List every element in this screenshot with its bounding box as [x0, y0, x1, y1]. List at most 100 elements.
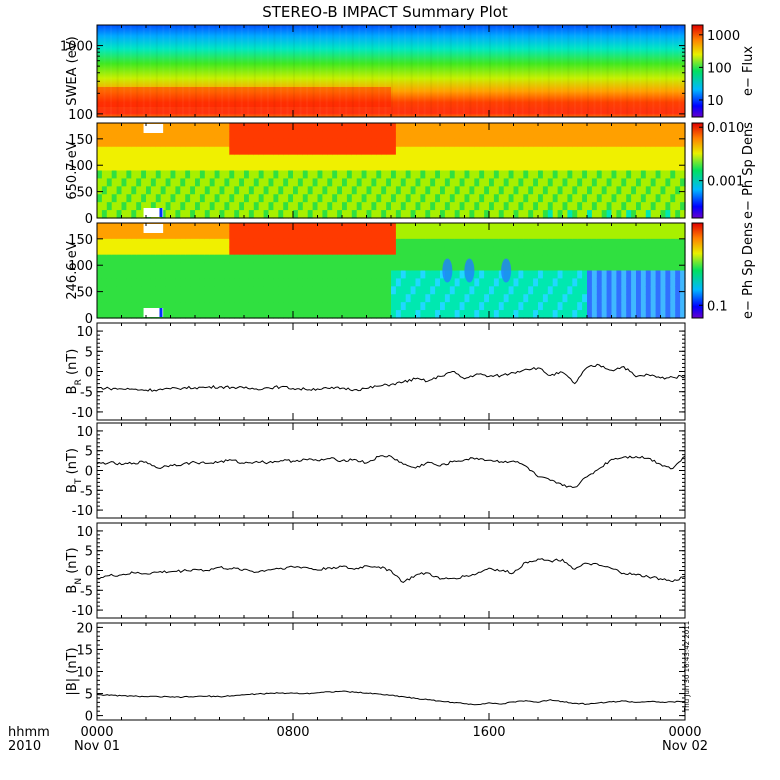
pad-cell: [160, 230, 167, 240]
pad-cell: [204, 246, 211, 256]
pad-cell: [165, 254, 172, 264]
pad-cell: [503, 154, 510, 164]
swea-streak: [351, 25, 354, 117]
pad-cell: [219, 146, 225, 156]
pad-cell: [611, 238, 617, 248]
pad-cell: [621, 278, 627, 287]
pad-cell: [547, 302, 554, 311]
pad-cell: [288, 310, 294, 319]
pad-cell: [253, 130, 260, 140]
pad-cell: [675, 146, 681, 156]
pad-cell: [645, 254, 652, 264]
pad-cell: [214, 194, 221, 203]
pad-cell: [660, 186, 666, 195]
pad-cell: [611, 202, 617, 211]
pad-cell: [366, 146, 372, 156]
pad-cell: [199, 170, 206, 180]
pad-cell: [239, 202, 245, 211]
pad-cell: [121, 194, 127, 203]
pad-cell: [587, 294, 593, 303]
pad-cell: [180, 302, 186, 311]
y-tick-label: 50: [76, 286, 93, 301]
pad-cell: [190, 286, 196, 295]
pad-cell: [562, 123, 568, 132]
pad-cell: [640, 130, 647, 140]
pad-cell: [410, 130, 417, 140]
pad-cell: [136, 123, 142, 132]
pad-cell: [391, 210, 397, 219]
pad-cell: [239, 238, 245, 248]
pad-cell: [503, 146, 510, 156]
pad-cell: [631, 178, 637, 187]
pad-cell: [273, 286, 279, 295]
pad-cell: [636, 294, 642, 303]
pad-cell: [239, 210, 245, 219]
pad-cell: [342, 223, 348, 232]
pad-cell: [562, 186, 568, 195]
pad-cell: [640, 302, 647, 311]
pad-cell: [219, 138, 225, 148]
pad-cell: [415, 310, 421, 319]
swea-streak: [214, 25, 217, 117]
pad-cell: [116, 302, 123, 311]
pad-cell: [562, 202, 568, 211]
swea-streak: [462, 25, 465, 117]
pad-cell: [435, 302, 441, 311]
pad-cell: [601, 302, 608, 311]
pad-cell: [552, 262, 559, 272]
pad-cell: [616, 202, 622, 211]
pad-cell: [391, 270, 397, 280]
pad-cell: [356, 254, 363, 264]
pad-cell: [670, 270, 676, 280]
pad-cell: [400, 262, 407, 272]
pad-cell: [518, 254, 524, 264]
pad-cell: [631, 278, 637, 287]
pad-cell: [410, 146, 417, 156]
pad-cell: [395, 194, 402, 203]
pad-cell: [640, 262, 647, 272]
pad-cell: [552, 130, 559, 140]
pad-cell: [209, 254, 216, 264]
pad-cell: [508, 170, 515, 180]
pad-cell: [332, 162, 338, 172]
pad-cell: [596, 286, 603, 295]
pad-cell: [195, 178, 201, 187]
pad-cell: [596, 254, 603, 264]
pad-cell: [204, 230, 211, 240]
pad-cell: [332, 202, 338, 211]
pad-cell: [562, 223, 568, 232]
pad-cell: [459, 238, 466, 248]
pad-cell: [253, 230, 260, 240]
pad-cell: [278, 262, 284, 272]
pad-cell: [596, 302, 603, 311]
pad-cell: [136, 223, 142, 232]
pad-cell: [155, 230, 162, 240]
pad-cell: [297, 138, 304, 148]
pad-cell: [356, 278, 363, 287]
pad-cell: [655, 194, 662, 203]
pad-cell: [101, 178, 108, 187]
pad-cell: [528, 186, 534, 195]
pad-cell: [322, 286, 328, 295]
pad-cell: [395, 238, 402, 248]
pad-cell: [489, 262, 495, 272]
low-density-blob: [464, 258, 475, 283]
pad-cell: [503, 162, 510, 172]
pad-cell: [106, 210, 113, 219]
pad-cell: [268, 146, 274, 156]
pad-cell: [528, 262, 534, 272]
pad-cell: [346, 170, 353, 180]
pad-cell: [297, 130, 304, 140]
pad-cell: [317, 178, 323, 187]
pad-cell: [552, 178, 559, 187]
pad-cell: [307, 194, 314, 203]
pad-cell: [199, 123, 206, 132]
pad-cell: [395, 170, 402, 180]
pad-cell: [435, 310, 441, 319]
pad-cell: [577, 178, 583, 187]
pad-cell: [459, 223, 466, 232]
swea-streak: [534, 25, 537, 117]
pad-cell: [395, 223, 402, 232]
pad-cell: [552, 310, 559, 319]
pad-cell: [312, 186, 319, 195]
